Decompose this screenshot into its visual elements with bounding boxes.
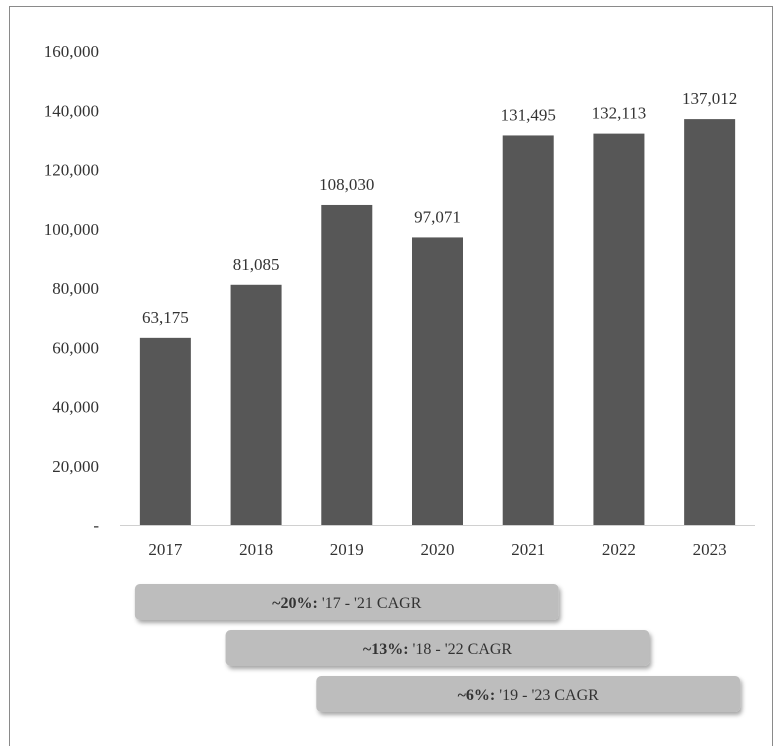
- y-tick-label: -: [93, 516, 99, 535]
- cagr-period: '18 - '22 CAGR: [409, 641, 513, 658]
- cagr-percent: ~20%:: [272, 595, 318, 612]
- cagr-period: '19 - '23 CAGR: [495, 687, 599, 704]
- x-tick-label: 2021: [511, 540, 545, 559]
- cagr-label: ~6%: '19 - '23 CAGR: [458, 687, 600, 704]
- y-tick-label: 140,000: [44, 101, 99, 120]
- bar-value-label: 137,012: [682, 89, 737, 108]
- bars: [139, 119, 736, 526]
- x-axis: 2017 2018 2019 2020 2021 2022 2023: [120, 525, 755, 559]
- bar-value-label: 131,495: [501, 105, 556, 124]
- cagr-pill: [134, 584, 559, 620]
- y-tick-label: 80,000: [52, 279, 99, 298]
- bar-chart: - 20,000 40,000 60,000 80,000 100,000 120,000 1…: [44, 42, 755, 712]
- bar-value-label: 108,030: [319, 175, 374, 194]
- y-tick-label: 120,000: [44, 161, 99, 180]
- bar-value-label: 63,175: [142, 308, 189, 327]
- y-tick-label: 40,000: [52, 398, 99, 417]
- chart-frame: - 20,000 40,000 60,000 80,000 100,000 120,000 1…: [9, 6, 773, 746]
- cagr-pill: [316, 676, 741, 712]
- x-tick-label: 2023: [693, 540, 727, 559]
- bar-value-label: 132,113: [592, 104, 647, 123]
- x-tick-label: 2019: [330, 540, 364, 559]
- bar: [230, 284, 282, 525]
- bar: [593, 133, 645, 525]
- bar: [412, 237, 463, 525]
- data-labels: 63,175 81,085 108,030 97,071 131,495 132,113 1…: [142, 89, 737, 327]
- cagr-percent: ~13%:: [363, 641, 409, 658]
- bar: [502, 135, 554, 526]
- bar-value-label: 81,085: [233, 255, 280, 274]
- cagr-label: ~20%: '17 - '21 CAGR: [272, 595, 422, 612]
- y-tick-label: 60,000: [52, 338, 99, 357]
- y-tick-label: 100,000: [44, 220, 99, 239]
- cagr-annotations: ~20%: '17 - '21 CAGR ~13%: '18 - '22 CAGR…: [134, 584, 741, 712]
- bar: [139, 337, 191, 525]
- cagr-label: ~13%: '18 - '22 CAGR: [363, 641, 513, 658]
- y-axis: - 20,000 40,000 60,000 80,000 100,000 120,000 1…: [44, 42, 100, 535]
- y-tick-label: 160,000: [44, 42, 99, 61]
- x-tick-label: 2018: [239, 540, 273, 559]
- cagr-pill: [225, 630, 650, 666]
- x-tick-label: 2022: [602, 540, 636, 559]
- bar-value-label: 97,071: [414, 207, 461, 226]
- x-tick-label: 2020: [421, 540, 455, 559]
- bar: [684, 119, 736, 525]
- cagr-period: '17 - '21 CAGR: [318, 595, 422, 612]
- y-tick-label: 20,000: [52, 457, 99, 476]
- x-tick-label: 2017: [148, 540, 183, 559]
- cagr-percent: ~6%:: [458, 687, 496, 704]
- bar: [321, 204, 373, 525]
